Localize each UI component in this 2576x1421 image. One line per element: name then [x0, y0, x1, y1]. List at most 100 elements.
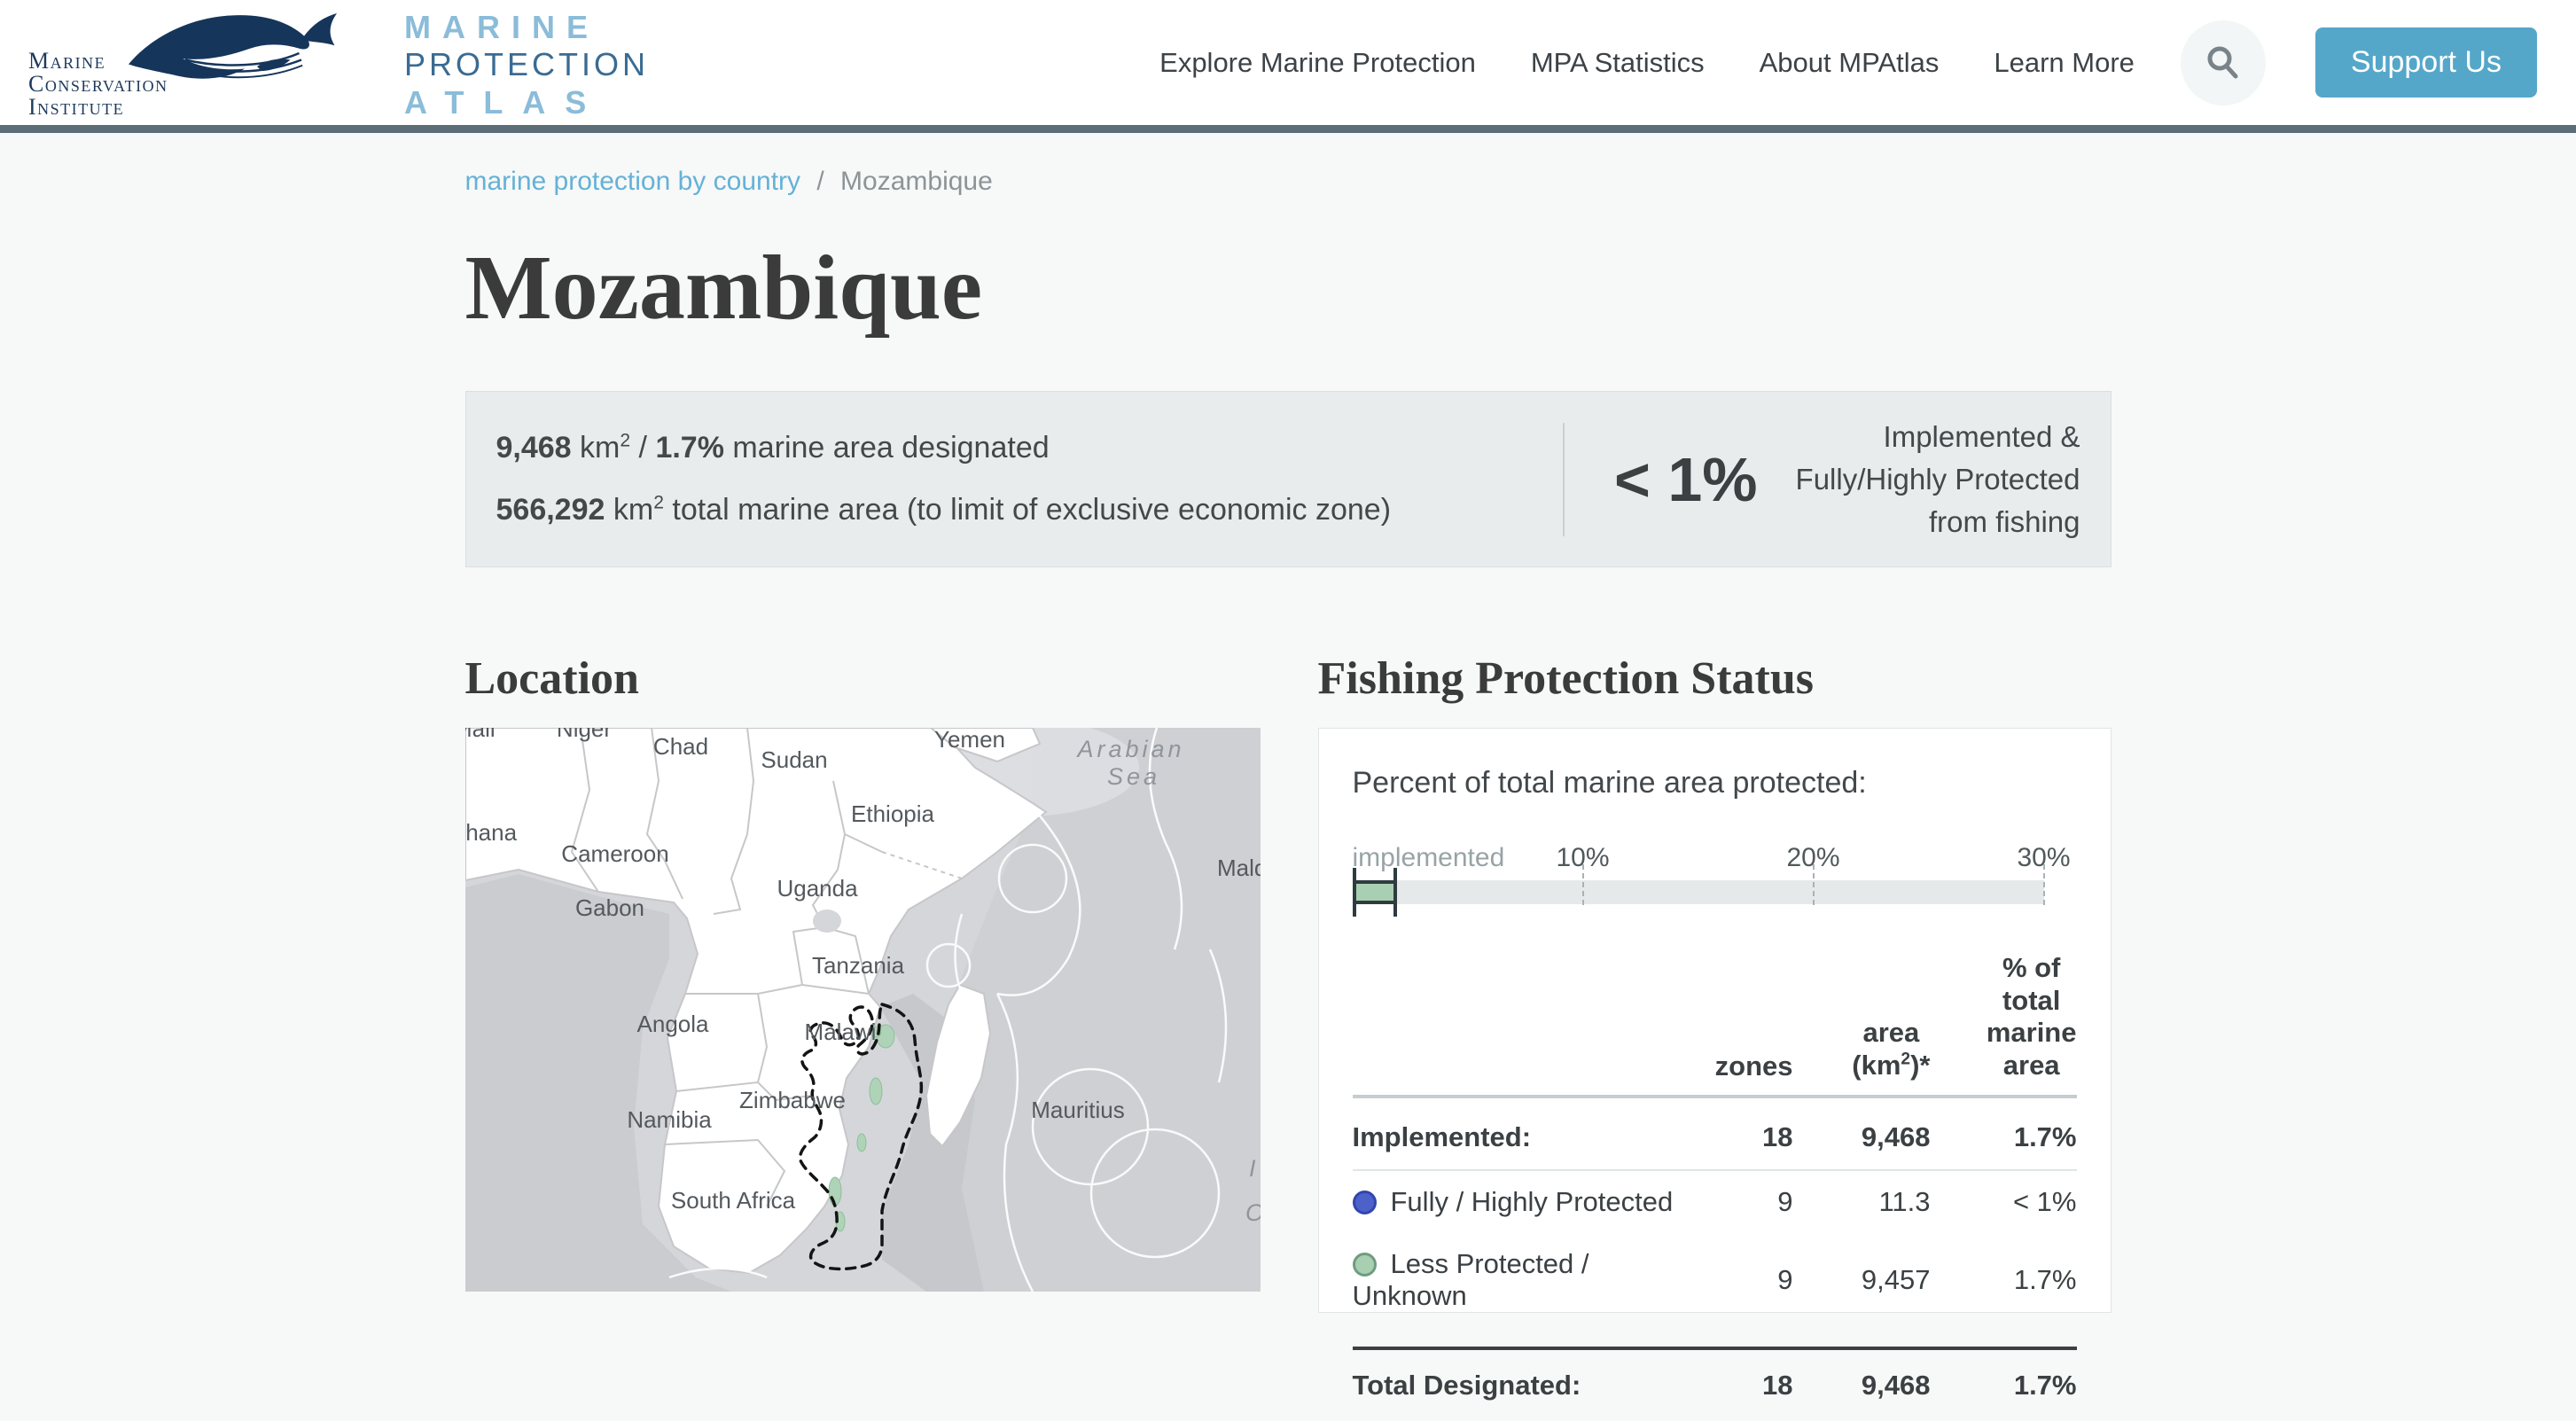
- implemented-axis-label: implemented: [1352, 843, 1505, 873]
- slash-separator: /: [630, 431, 656, 465]
- implemented-marker-start: [1352, 868, 1356, 917]
- highlight-caption-3: from fishing: [1928, 504, 2080, 538]
- map-label-angola: Angola: [636, 1011, 708, 1037]
- total-designated-label: Total Designated:: [1352, 1369, 1581, 1401]
- tick-line-20: [1812, 864, 1815, 906]
- implemented-marker-fill: [1352, 880, 1397, 905]
- less-protected-dot-icon: [1352, 1252, 1377, 1277]
- fully-protected-label: Fully / Highly Protected: [1390, 1185, 1674, 1217]
- total-area-unit: km: [605, 492, 654, 527]
- africa-map: Mali Niger Chad Sudan Yemen Arabian Sea …: [464, 728, 1261, 1292]
- org-line-3: Institute: [28, 93, 125, 120]
- protection-table-header: zones area (km2)* % of total marine: [1352, 952, 2077, 1098]
- summary-stats: 9,468 km2 / 1.7% marine area designated …: [496, 418, 1555, 541]
- header-area-suffix: )*: [1910, 1049, 1931, 1081]
- table-row-less-protected: Less Protected / Unknown 9 9,457 1.7%: [1352, 1233, 2077, 1327]
- map-label-arabian-sea: Arabian: [1075, 736, 1184, 762]
- sup-2: 2: [620, 430, 631, 451]
- marine-conservation-institute-logo: Marine Conservation Institute: [20, 4, 374, 118]
- dolphin-icon: [129, 12, 337, 79]
- header-area-prefix: (km: [1852, 1049, 1901, 1081]
- sup-2: 2: [1901, 1050, 1911, 1069]
- site-header: Marine Conservation Institute MARINE PRO…: [0, 0, 2576, 125]
- breadcrumb-separator: /: [816, 167, 824, 196]
- main-nav: Explore Marine Protection MPA Statistics…: [1105, 20, 2537, 105]
- mozambique-eez-outline: [798, 1003, 923, 1271]
- marine-area-summary: 9,468 km2 / 1.7% marine area designated …: [464, 391, 2112, 568]
- support-us-button[interactable]: Support Us: [2314, 27, 2537, 98]
- less-protected-label: Less Protected / Unknown: [1352, 1247, 1589, 1311]
- eez-boundaries: [668, 728, 1227, 1292]
- brand-marine: MARINE: [404, 8, 599, 45]
- table-row-total-designated: Total Designated: 18 9,468 1.7%: [1353, 1350, 2077, 1421]
- summary-highlight: < 1% Implemented & Fully/Highly Protecte…: [1614, 416, 2080, 543]
- less-protected-zones: 9: [1777, 1263, 1793, 1295]
- highlight-caption-2: Fully/Highly Protected: [1795, 462, 2080, 496]
- total-area-value: 566,292: [496, 492, 605, 527]
- protection-bar-track: [1352, 864, 2045, 917]
- less-protected-area: 9,457: [1861, 1263, 1931, 1295]
- fully-protected-zones: 9: [1777, 1185, 1793, 1217]
- map-label-south-africa: South Africa: [670, 1187, 795, 1214]
- nav-link-learn-more[interactable]: Learn More: [1994, 46, 2135, 78]
- header-pct-line1: % of: [2002, 952, 2061, 984]
- protection-table: zones area (km2)* % of total marine: [1352, 952, 2077, 1421]
- protection-bar-caption: Percent of total marine area protected:: [1352, 766, 1867, 800]
- protection-bar: implemented 10% 20% 30%: [1352, 839, 2077, 917]
- map-label-arabian-sea-2: Sea: [1106, 763, 1159, 790]
- summary-divider: [1563, 422, 1565, 536]
- org-line-2: Conservation: [28, 70, 168, 97]
- breadcrumb-link-country-list[interactable]: marine protection by country: [464, 167, 801, 196]
- map-label-namibia: Namibia: [627, 1106, 712, 1133]
- sup-2: 2: [653, 492, 664, 513]
- fully-protected-dot-icon: [1352, 1190, 1377, 1214]
- map-label-tanzania: Tanzania: [811, 952, 904, 979]
- map-label-mali: Mali: [465, 728, 496, 742]
- nav-link-explore-marine-protection[interactable]: Explore Marine Protection: [1159, 46, 1476, 78]
- highlight-percent: < 1%: [1614, 444, 1758, 514]
- designated-area-unit: km: [571, 431, 621, 465]
- implemented-area: 9,468: [1861, 1120, 1931, 1152]
- fully-protected-label-cell: Fully / Highly Protected: [1352, 1185, 1696, 1218]
- fully-protected-area: 11.3: [1878, 1185, 1931, 1217]
- search-button[interactable]: [2180, 20, 2266, 105]
- map-label-uganda: Uganda: [777, 875, 858, 902]
- designated-area-value: 9,468: [496, 431, 572, 465]
- map-label-gabon: Gabon: [574, 894, 644, 921]
- total-designated-area: 9,468: [1861, 1369, 1931, 1401]
- nav-link-about-mpatlas[interactable]: About MPAtlas: [1759, 46, 1940, 78]
- header-area-line1: area: [1862, 1017, 1920, 1049]
- header-pct-line3: marine: [1986, 1017, 2077, 1049]
- header-zones: zones: [1714, 1050, 1793, 1081]
- table-row-fully-protected: Fully / Highly Protected 9 11.3 < 1%: [1352, 1171, 2077, 1233]
- location-map[interactable]: Mali Niger Chad Sudan Yemen Arabian Sea …: [464, 728, 1261, 1292]
- highlight-caption-1: Implemented &: [1883, 419, 2080, 453]
- map-label-ethiopia: Ethiopia: [851, 800, 934, 827]
- total-area-label: total marine area (to limit of exclusive…: [663, 492, 1392, 527]
- map-label-zimbabwe: Zimbabwe: [739, 1087, 846, 1113]
- implemented-zones: 18: [1762, 1120, 1793, 1152]
- logo[interactable]: Marine Conservation Institute MARINE PRO…: [20, 4, 649, 121]
- tick-line-30: [2042, 864, 2045, 906]
- nav-link-mpa-statistics[interactable]: MPA Statistics: [1530, 46, 1705, 78]
- map-label-sudan: Sudan: [761, 746, 827, 773]
- org-line-1: Marine: [28, 47, 106, 74]
- implemented-marker-end: [1393, 868, 1397, 917]
- fishing-protection-card: Percent of total marine area protected: …: [1317, 728, 2112, 1401]
- header-area: area (km2)*: [1793, 1017, 1931, 1081]
- map-label-malawi: Malawi: [804, 1019, 876, 1045]
- org-name: Marine Conservation Institute: [28, 47, 168, 120]
- map-label-indian-ocean-o: O: [1245, 1199, 1261, 1226]
- map-label-cameroon: Cameroon: [561, 840, 668, 867]
- table-row-implemented: Implemented: 18 9,468 1.7%: [1352, 1098, 2077, 1171]
- designated-pct-value: 1.7%: [655, 431, 724, 465]
- header-divider: [0, 125, 2576, 133]
- map-label-indian-ocean-i: I: [1249, 1155, 1260, 1182]
- header-pct-line4: area: [2002, 1049, 2060, 1081]
- map-label-niger: Niger: [556, 728, 611, 742]
- brand-atlas: ATLAS: [404, 83, 606, 121]
- designated-label: marine area designated: [723, 431, 1050, 465]
- mpatlas-brand: MARINE PROTECTION ATLAS: [404, 9, 649, 121]
- breadcrumb-current: Mozambique: [840, 167, 993, 196]
- summary-line-total: 566,292 km2 total marine area (to limit …: [496, 480, 1555, 542]
